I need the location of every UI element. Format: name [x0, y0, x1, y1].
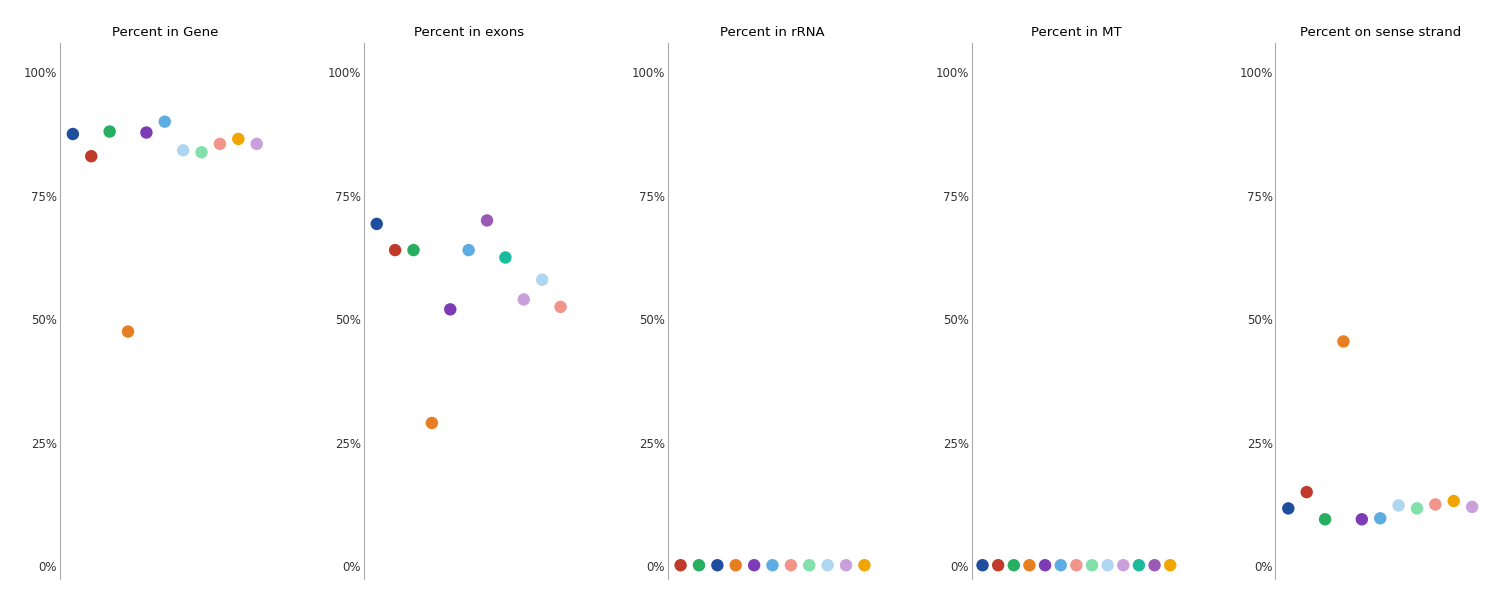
Point — [1002, 560, 1026, 570]
Point — [1158, 560, 1182, 570]
Point — [153, 117, 177, 127]
Point — [402, 245, 426, 255]
Point — [1312, 515, 1336, 524]
Point — [1276, 504, 1300, 513]
Point — [530, 275, 554, 284]
Point — [834, 560, 858, 570]
Point — [1034, 560, 1058, 570]
Point — [1017, 560, 1041, 570]
Point — [456, 245, 480, 255]
Point — [80, 152, 104, 161]
Point — [476, 216, 500, 225]
Point — [1065, 560, 1089, 570]
Point — [1112, 560, 1136, 570]
Point — [669, 560, 693, 570]
Title: Percent in exons: Percent in exons — [414, 26, 524, 39]
Point — [986, 560, 1010, 570]
Point — [1442, 496, 1466, 506]
Point — [1332, 337, 1356, 347]
Point — [244, 139, 268, 149]
Point — [723, 560, 747, 570]
Point — [1294, 487, 1318, 497]
Title: Percent on sense strand: Percent on sense strand — [1299, 26, 1461, 39]
Title: Percent in Gene: Percent in Gene — [111, 26, 218, 39]
Point — [705, 560, 729, 570]
Point — [798, 560, 822, 570]
Point — [420, 418, 444, 428]
Point — [382, 245, 406, 255]
Point — [62, 129, 86, 139]
Point — [135, 128, 159, 138]
Point — [778, 560, 802, 570]
Point — [1350, 515, 1374, 524]
Point — [209, 139, 232, 149]
Point — [226, 134, 251, 144]
Point — [852, 560, 876, 570]
Point — [438, 304, 462, 314]
Title: Percent in rRNA: Percent in rRNA — [720, 26, 825, 39]
Point — [1424, 499, 1448, 509]
Point — [1368, 513, 1392, 523]
Point — [189, 147, 213, 157]
Point — [494, 253, 517, 262]
Point — [760, 560, 784, 570]
Point — [970, 560, 994, 570]
Point — [364, 219, 388, 229]
Point — [816, 560, 840, 570]
Point — [512, 295, 536, 304]
Point — [1406, 504, 1429, 513]
Title: Percent in MT: Percent in MT — [1030, 26, 1122, 39]
Point — [549, 302, 573, 312]
Point — [116, 326, 140, 336]
Point — [1386, 501, 1410, 510]
Point — [171, 146, 195, 155]
Point — [1095, 560, 1119, 570]
Point — [742, 560, 766, 570]
Point — [1460, 502, 1484, 512]
Point — [687, 560, 711, 570]
Point — [98, 127, 122, 136]
Point — [1143, 560, 1167, 570]
Point — [1126, 560, 1150, 570]
Point — [1048, 560, 1072, 570]
Point — [1080, 560, 1104, 570]
